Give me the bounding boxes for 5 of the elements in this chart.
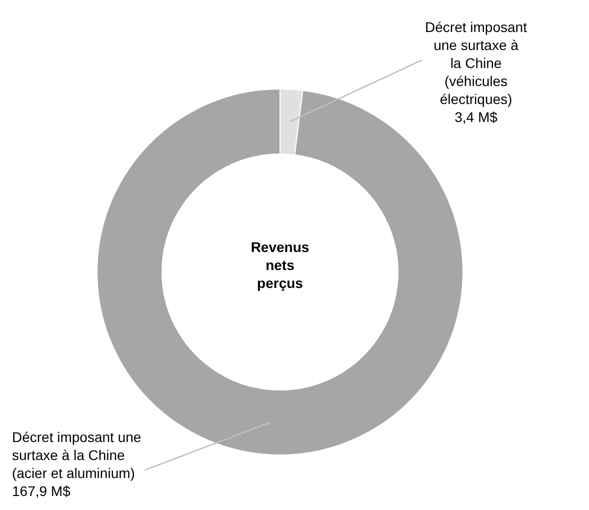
text: Revenus nets perçus [250, 239, 310, 291]
data-label: 167,9 M$ [12, 483, 71, 499]
slice-label: Décret imposant une surtaxe à la Chine (véhicules électriques) [425, 19, 528, 107]
slice-label: Décret imposant une surtaxe à la Chine (acier et aluminium) [12, 429, 142, 481]
data-label: 3,4 M$ [454, 109, 498, 125]
